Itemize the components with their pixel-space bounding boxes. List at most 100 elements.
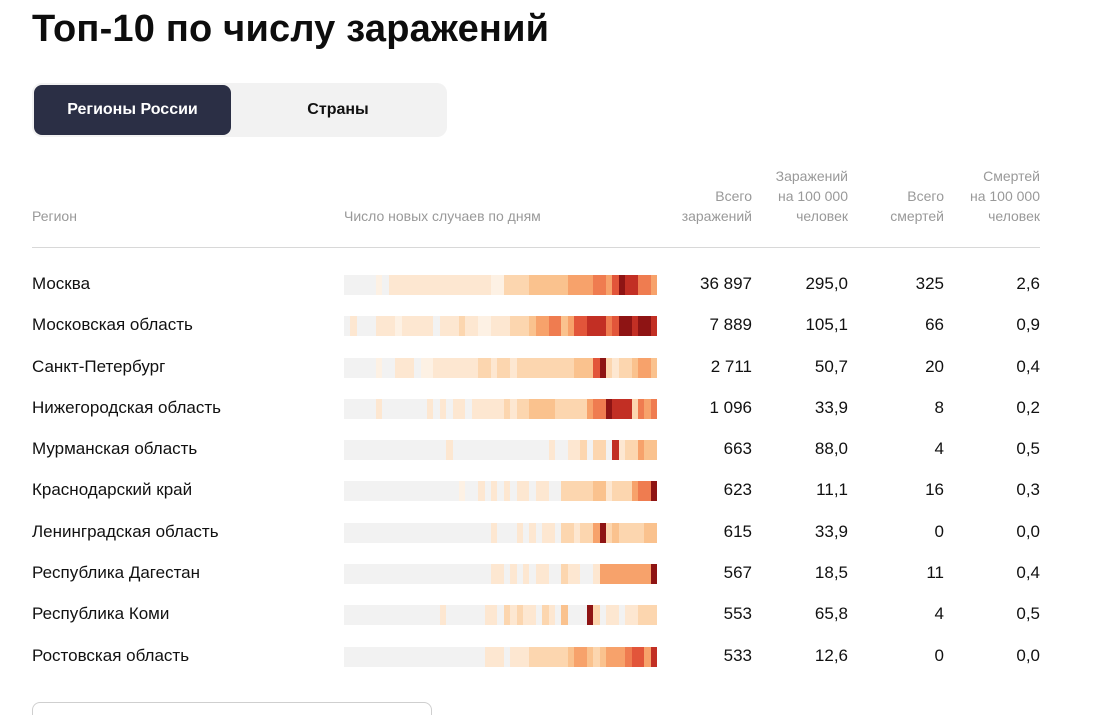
heat-cell	[356, 316, 364, 337]
heat-cell	[535, 275, 543, 295]
heat-cell	[618, 646, 626, 667]
heat-cell	[363, 605, 370, 626]
heat-cell	[561, 440, 568, 461]
heat-cell	[433, 564, 440, 585]
heat-cell	[529, 646, 536, 667]
heat-cell	[510, 481, 517, 502]
show-more-button[interactable]	[32, 702, 432, 715]
heat-cell	[452, 564, 460, 585]
heat-cell	[369, 440, 376, 461]
cases-per-100k: 18,5	[814, 563, 848, 583]
heat-cell	[356, 398, 364, 419]
heat-cell	[516, 316, 523, 337]
heat-cell	[382, 275, 389, 295]
heat-cell	[574, 440, 581, 461]
heat-cell	[650, 564, 658, 585]
heat-cell	[567, 646, 575, 667]
heat-cell	[535, 564, 543, 585]
heat-cell	[548, 357, 555, 378]
table-row: Ленинградская область 615 33,9 0 0,0	[32, 512, 1040, 553]
heat-cell	[567, 440, 575, 461]
heat-cell	[420, 605, 428, 626]
heat-cell	[350, 357, 357, 378]
heat-cell	[465, 522, 472, 543]
heat-cell	[427, 564, 434, 585]
heat-cell	[414, 605, 421, 626]
heat-cell	[586, 481, 594, 502]
tab-russian-regions[interactable]: Регионы России	[34, 85, 231, 135]
heat-cell	[407, 522, 415, 543]
cases-per-100k: 105,1	[805, 315, 848, 335]
heat-cell	[363, 398, 370, 419]
heat-cell	[407, 605, 415, 626]
heat-cell	[459, 440, 466, 461]
heat-cell	[503, 481, 511, 502]
heat-cell	[650, 357, 658, 378]
heat-cell	[548, 564, 555, 585]
heat-cell	[561, 357, 568, 378]
heat-cell	[363, 481, 370, 502]
heat-cell	[350, 398, 357, 419]
heat-cell	[401, 605, 408, 626]
total-cases: 7 889	[709, 315, 752, 335]
heat-cell	[554, 646, 562, 667]
heat-cell	[452, 357, 460, 378]
heat-cell	[580, 357, 587, 378]
heat-cell	[388, 316, 396, 337]
heat-cell	[612, 522, 619, 543]
total-deaths: 4	[934, 439, 944, 459]
heat-cell	[388, 275, 396, 295]
heat-cell	[459, 398, 466, 419]
heat-cell	[612, 316, 619, 337]
heat-cell	[542, 440, 549, 461]
heat-cell	[606, 646, 613, 667]
heat-cell	[618, 481, 626, 502]
heat-cell	[490, 481, 498, 502]
heat-cell	[606, 440, 613, 461]
cases-per-100k: 65,8	[814, 604, 848, 624]
heat-cell	[465, 398, 472, 419]
heat-cell	[510, 316, 517, 337]
heat-cell	[369, 605, 376, 626]
heat-cell	[606, 522, 613, 543]
heat-cell	[586, 564, 594, 585]
heat-cell	[529, 605, 536, 626]
heat-cell	[395, 316, 402, 337]
total-cases: 2 711	[710, 356, 752, 376]
heat-cell	[407, 398, 415, 419]
heat-cell	[407, 316, 415, 337]
heat-cell	[433, 357, 440, 378]
heat-cell	[554, 481, 562, 502]
heat-cell	[567, 275, 575, 295]
heat-cell	[510, 646, 517, 667]
heat-cell	[369, 564, 376, 585]
heat-cell	[388, 646, 396, 667]
heat-cell	[459, 357, 466, 378]
heat-cell	[631, 481, 638, 502]
heat-cell	[631, 440, 638, 461]
heat-cell	[490, 398, 498, 419]
region-name: Санкт-Петербург	[32, 356, 166, 376]
table-row: Мурманская область 663 88,0 4 0,5	[32, 429, 1040, 470]
heat-cell	[625, 398, 632, 419]
heat-cell	[363, 275, 370, 295]
heat-cell	[606, 605, 613, 626]
heat-cell	[650, 440, 658, 461]
heat-cell	[542, 646, 549, 667]
tab-countries[interactable]: Страны	[307, 101, 369, 118]
heat-cell	[503, 605, 511, 626]
heat-cell	[510, 522, 517, 543]
heat-cell	[459, 564, 466, 585]
region-name: Ленинградская область	[32, 521, 219, 541]
heat-cell	[612, 481, 619, 502]
table-row: Республика Дагестан 567 18,5 11 0,4	[32, 553, 1040, 594]
heat-cell	[548, 316, 555, 337]
heat-cell	[459, 522, 466, 543]
heat-cell	[459, 316, 466, 337]
region-name: Московская область	[32, 315, 193, 335]
heat-cell	[375, 481, 383, 502]
heat-cell	[484, 605, 491, 626]
heat-cell	[439, 398, 447, 419]
heat-cell	[344, 646, 351, 667]
heat-cell	[548, 398, 555, 419]
